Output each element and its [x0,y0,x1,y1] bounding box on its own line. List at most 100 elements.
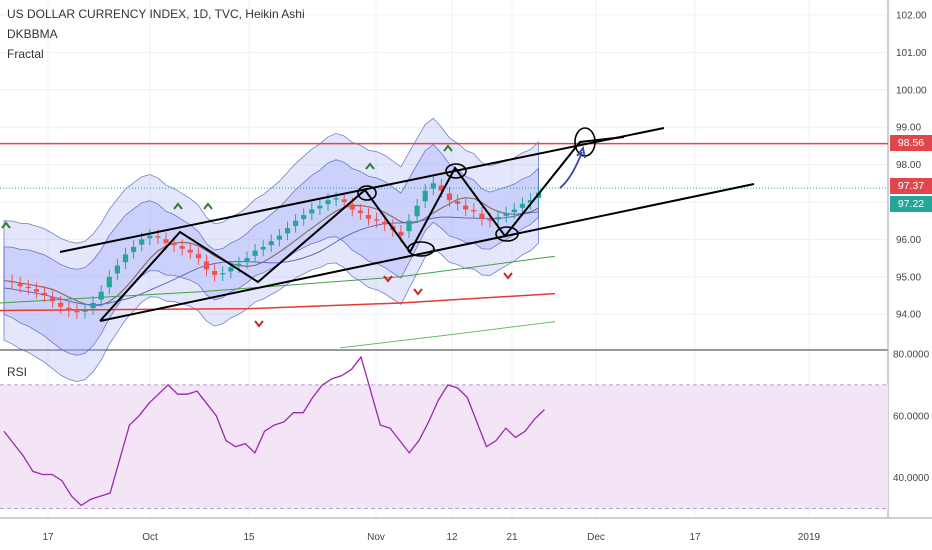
time-tick-label: Dec [587,532,605,543]
candle-body [301,215,307,220]
time-tick-label: 2019 [798,532,821,543]
arrow-head-icon [576,145,586,159]
price-tick-label: 94.00 [896,310,921,321]
candle-body [495,216,501,220]
fractal-down-icon [383,275,393,283]
candle-body [106,276,112,288]
candle-body [487,219,493,221]
candle-body [276,235,282,240]
candle-body [365,214,372,219]
candle-body [357,210,363,214]
price-tag-current: 97.37 [890,178,932,194]
candle-body [236,263,242,267]
candle-body [422,190,428,202]
candle-body [430,183,436,189]
candle-body [25,286,31,289]
candle-body [503,213,509,216]
price-tick-label: 102.00 [896,11,927,22]
candle-body [74,311,80,313]
fractal-up-icon [173,202,183,210]
candle-body [333,198,339,200]
candle-body [511,209,517,213]
candle-body [349,204,355,210]
fractal-down-icon [413,288,423,296]
fractal-down-icon [254,320,264,328]
candle-body [155,236,161,238]
candle-body [374,219,380,221]
candle-body [17,283,23,287]
candle-body [341,199,347,202]
fractal-markers [1,144,513,328]
candle-body [398,231,404,236]
candle-body [122,254,129,263]
candle-body [131,246,137,253]
candle-body [471,210,477,212]
rsi-tick-label: 40.0000 [893,473,930,484]
time-tick-label: 12 [446,532,458,543]
symbol-title: US DOLLAR CURRENCY INDEX, 1D, TVC, Heiki… [7,7,305,21]
ma-red [0,292,556,312]
candle-body [147,235,153,239]
candle-body [325,200,331,205]
candle-body [463,205,469,210]
candle-body [90,302,96,309]
candle-body [228,267,234,272]
candle-body [212,271,218,275]
rsi-line [3,355,545,507]
fractal-up-icon [203,202,213,210]
candle-body [187,249,193,253]
candle-body [114,265,120,274]
fractal-up-icon [365,162,375,170]
indicator-fractal: Fractal [7,47,44,61]
candle-body [195,254,201,259]
candle-body [66,307,72,311]
candle-body [203,261,210,270]
candle-body [244,258,250,263]
candle-body [50,297,56,302]
time-tick-label: Oct [142,532,158,543]
rsi-tick-label: 80.0000 [893,350,930,361]
circle-marker [357,185,377,201]
candle-body [252,250,258,256]
price-tick-label: 98.00 [896,160,921,171]
time-tick-label: 17 [689,532,701,543]
price-tick-label: 95.00 [896,272,921,283]
circle-marker [407,241,435,257]
candle-body [163,239,169,244]
price-tick-label: 101.00 [896,48,927,59]
candle-body [309,209,315,214]
price-tick-label: 99.00 [896,123,921,134]
candle-body [406,220,412,232]
annotation-drawings[interactable] [59,127,755,322]
rsi-band-fill [0,384,888,509]
upper-channel-line [59,127,665,253]
candle-body [479,213,485,219]
candle-body [284,228,291,234]
candle-body [82,310,88,312]
lower-channel-line [99,183,755,322]
candle-body [519,203,525,208]
candle-body [41,292,48,296]
candle-body [139,239,145,245]
candle-body [438,185,444,191]
candle-body [382,221,388,225]
candle-body [446,193,453,201]
price-axis[interactable]: 102.00101.00100.0099.0098.0097.0096.0095… [893,11,930,485]
rsi-panel [0,355,888,509]
rsi-label: RSI [7,365,28,379]
time-tick-label: 21 [506,532,518,543]
candle-body [179,246,185,249]
time-tick-label: Nov [367,532,385,543]
rsi-tick-label: 60.0000 [893,411,930,422]
candle-body [260,246,266,250]
candle-body [58,302,64,307]
candle-body [414,205,420,217]
ma-200 [339,321,556,349]
price-tick-label: 96.00 [896,235,921,246]
time-axis[interactable]: 17 Oct 15 Nov 12 21 Dec 17 2019 [42,532,820,543]
candle-body [293,220,299,226]
candle-body [98,291,104,300]
fractal-up-icon [1,221,11,229]
candle-body [268,241,274,246]
